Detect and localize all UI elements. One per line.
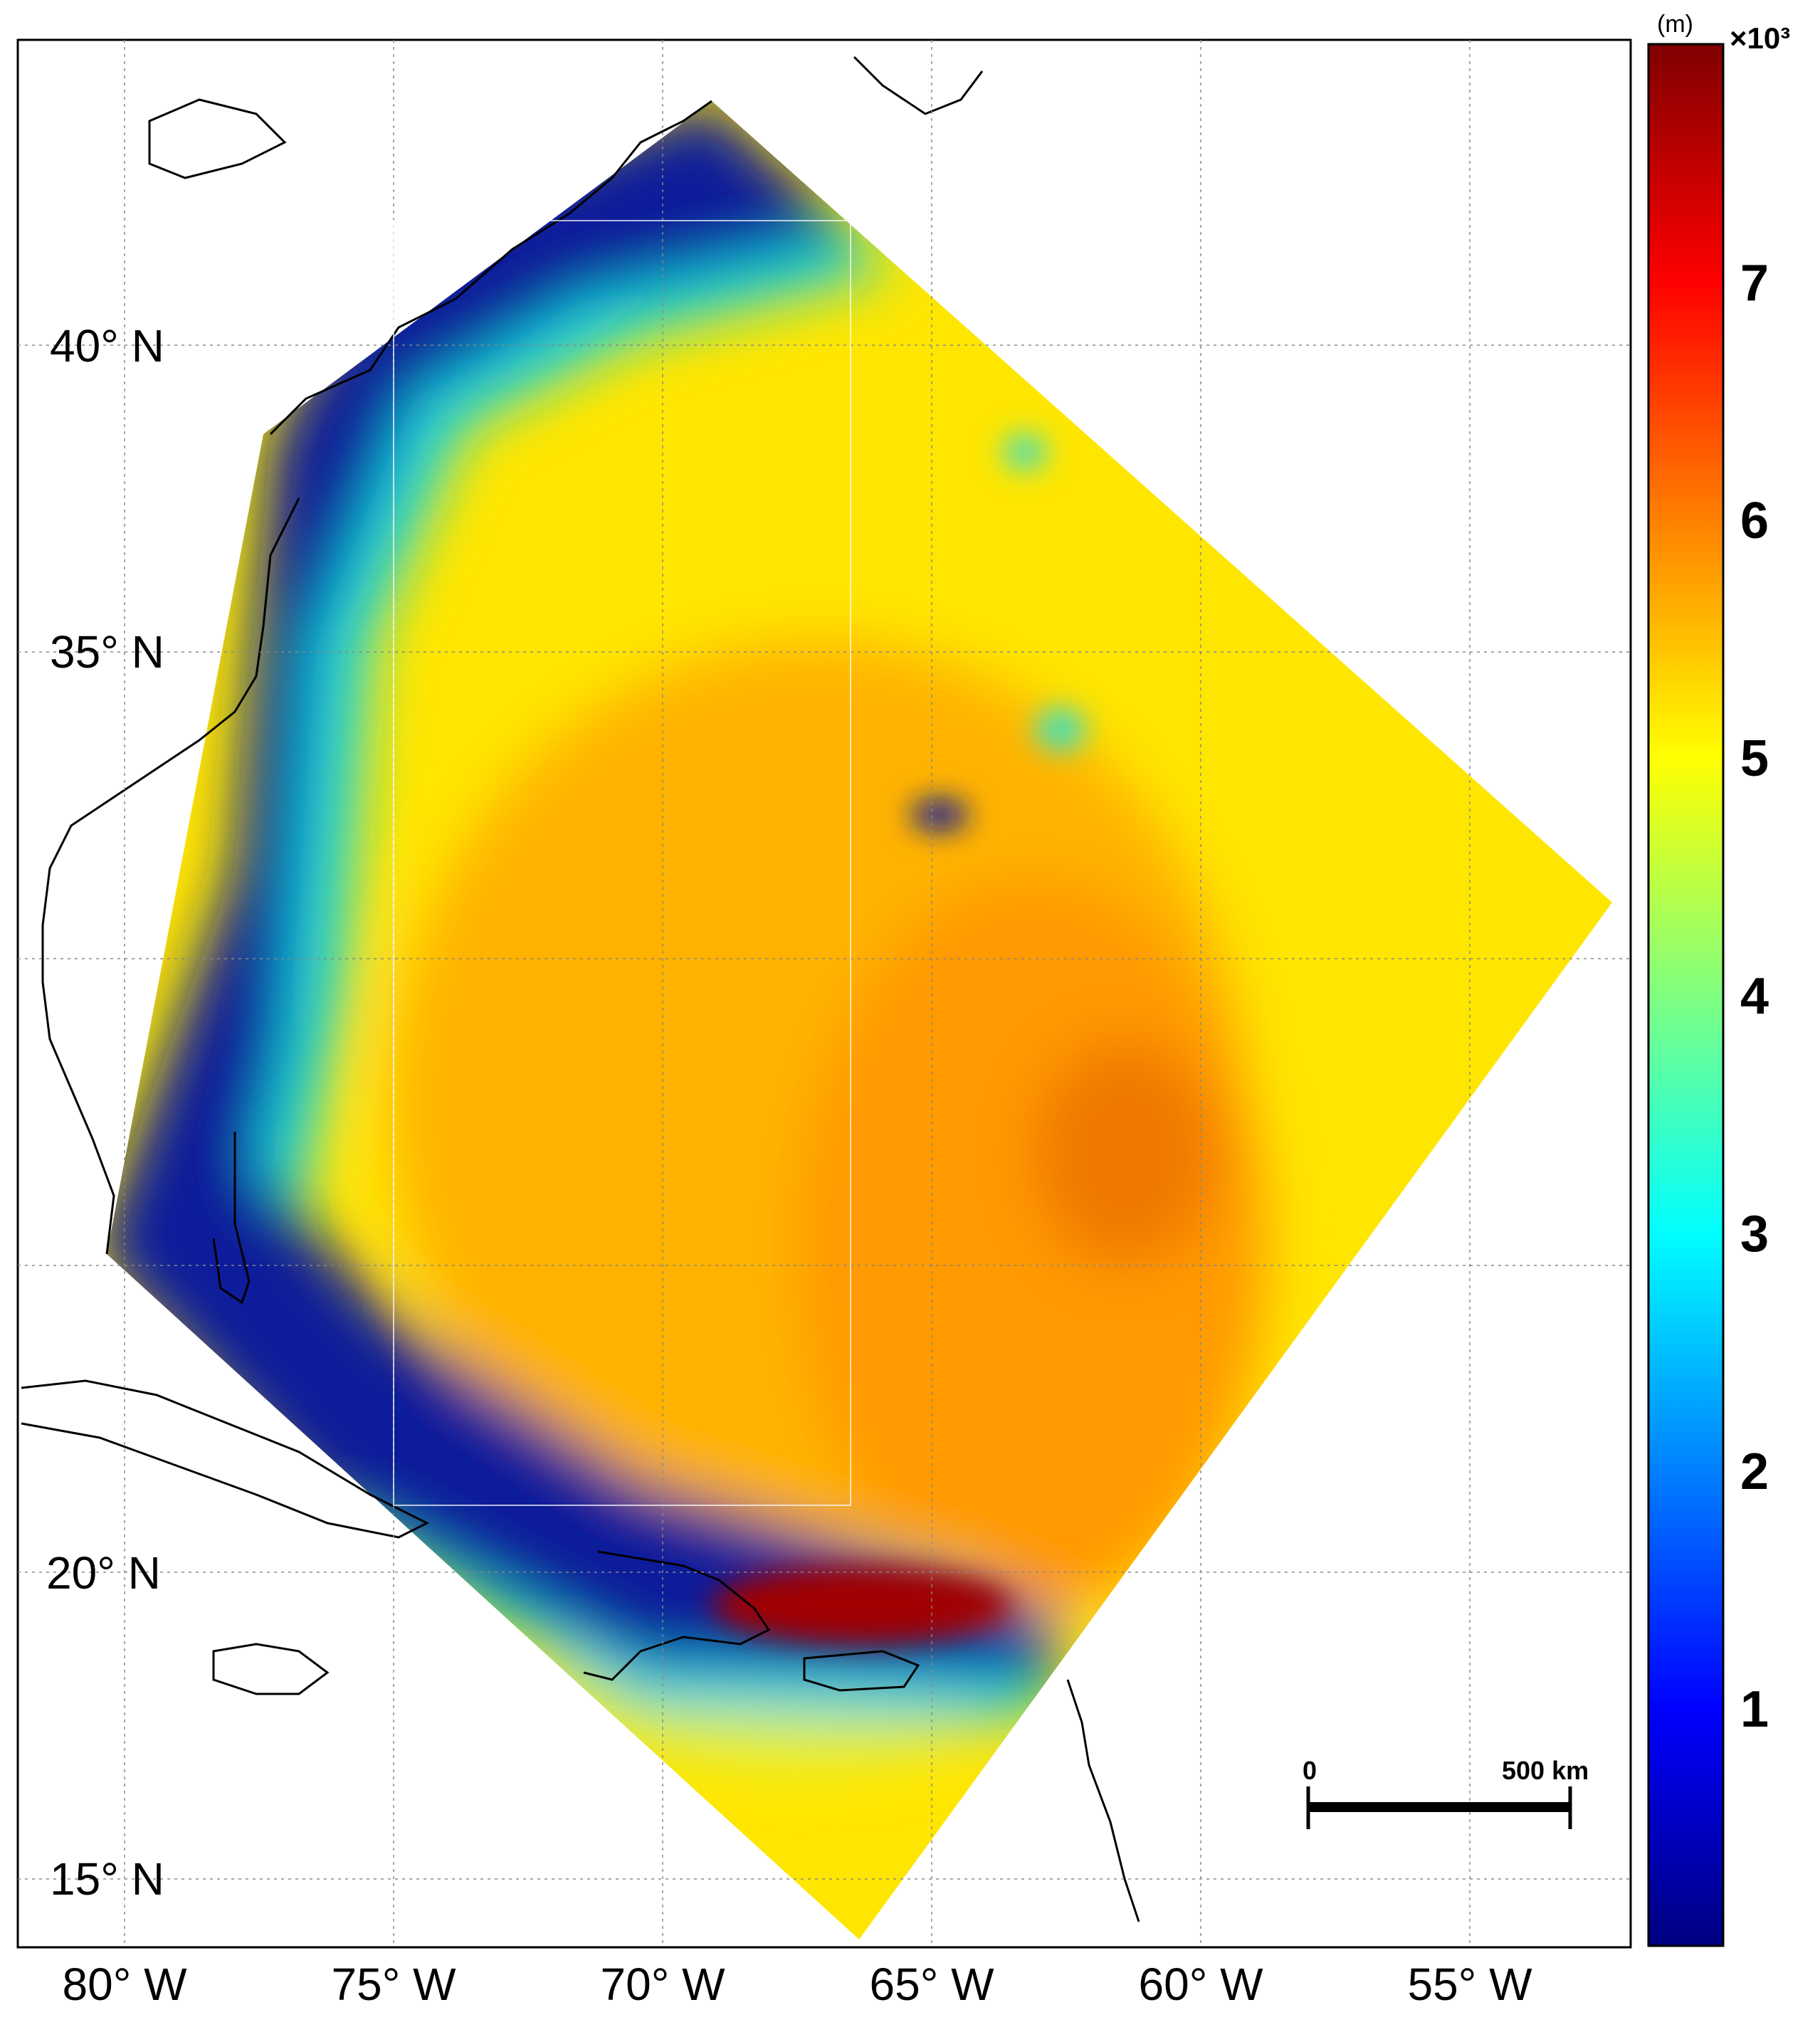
colorbar-tick-label-3: 3	[1740, 1206, 1769, 1263]
coastlines	[21, 56, 1140, 1922]
lon-label-75: 75° W	[332, 1959, 457, 2010]
lon-label-65: 65° W	[870, 1959, 995, 2010]
colorbar-tick-label-2: 2	[1740, 1443, 1769, 1500]
lat-label-20: 20° N	[46, 1547, 161, 1599]
colorbar-tick-label-7: 7	[1740, 255, 1769, 312]
colorbar-ramp	[1647, 43, 1725, 1947]
colorbar-tick-label-4: 4	[1740, 968, 1769, 1025]
lat-label-15: 15° N	[50, 1853, 164, 1905]
lon-label-80: 80° W	[63, 1959, 188, 2010]
lat-label-35: 35° N	[50, 626, 164, 678]
colorbar-ticks: 1 2 3 4 5 6 7	[1740, 255, 1769, 1738]
nested-domain-outline	[393, 220, 851, 1506]
colorbar-tick-label-1: 1	[1740, 1681, 1769, 1738]
longitude-labels: 80° W 75° W 70° W 65° W 60° W 55° W	[63, 1959, 1533, 2010]
colorbar-tick-label-5: 5	[1740, 730, 1769, 787]
lon-label-60: 60° W	[1139, 1959, 1264, 2010]
lon-label-70: 70° W	[601, 1959, 726, 2010]
colorbar-unit-label: (m)	[1657, 11, 1693, 38]
colorbar-tick-label-6: 6	[1740, 493, 1769, 549]
lat-label-40: 40° N	[50, 320, 164, 372]
scale-bar: 0 500 km	[1303, 1756, 1589, 1829]
scale-bar-start-label: 0	[1303, 1756, 1317, 1785]
colorbar: (m) ×10³ 1 2 3 4 5 6 7	[1647, 11, 1790, 1947]
lon-label-55: 55° W	[1408, 1959, 1533, 2010]
colorbar-multiplier-label: ×10³	[1730, 21, 1790, 55]
scale-bar-end-label: 500 km	[1502, 1756, 1589, 1785]
latitude-labels: 40° N 35° N 20° N 15° N	[46, 320, 164, 1905]
